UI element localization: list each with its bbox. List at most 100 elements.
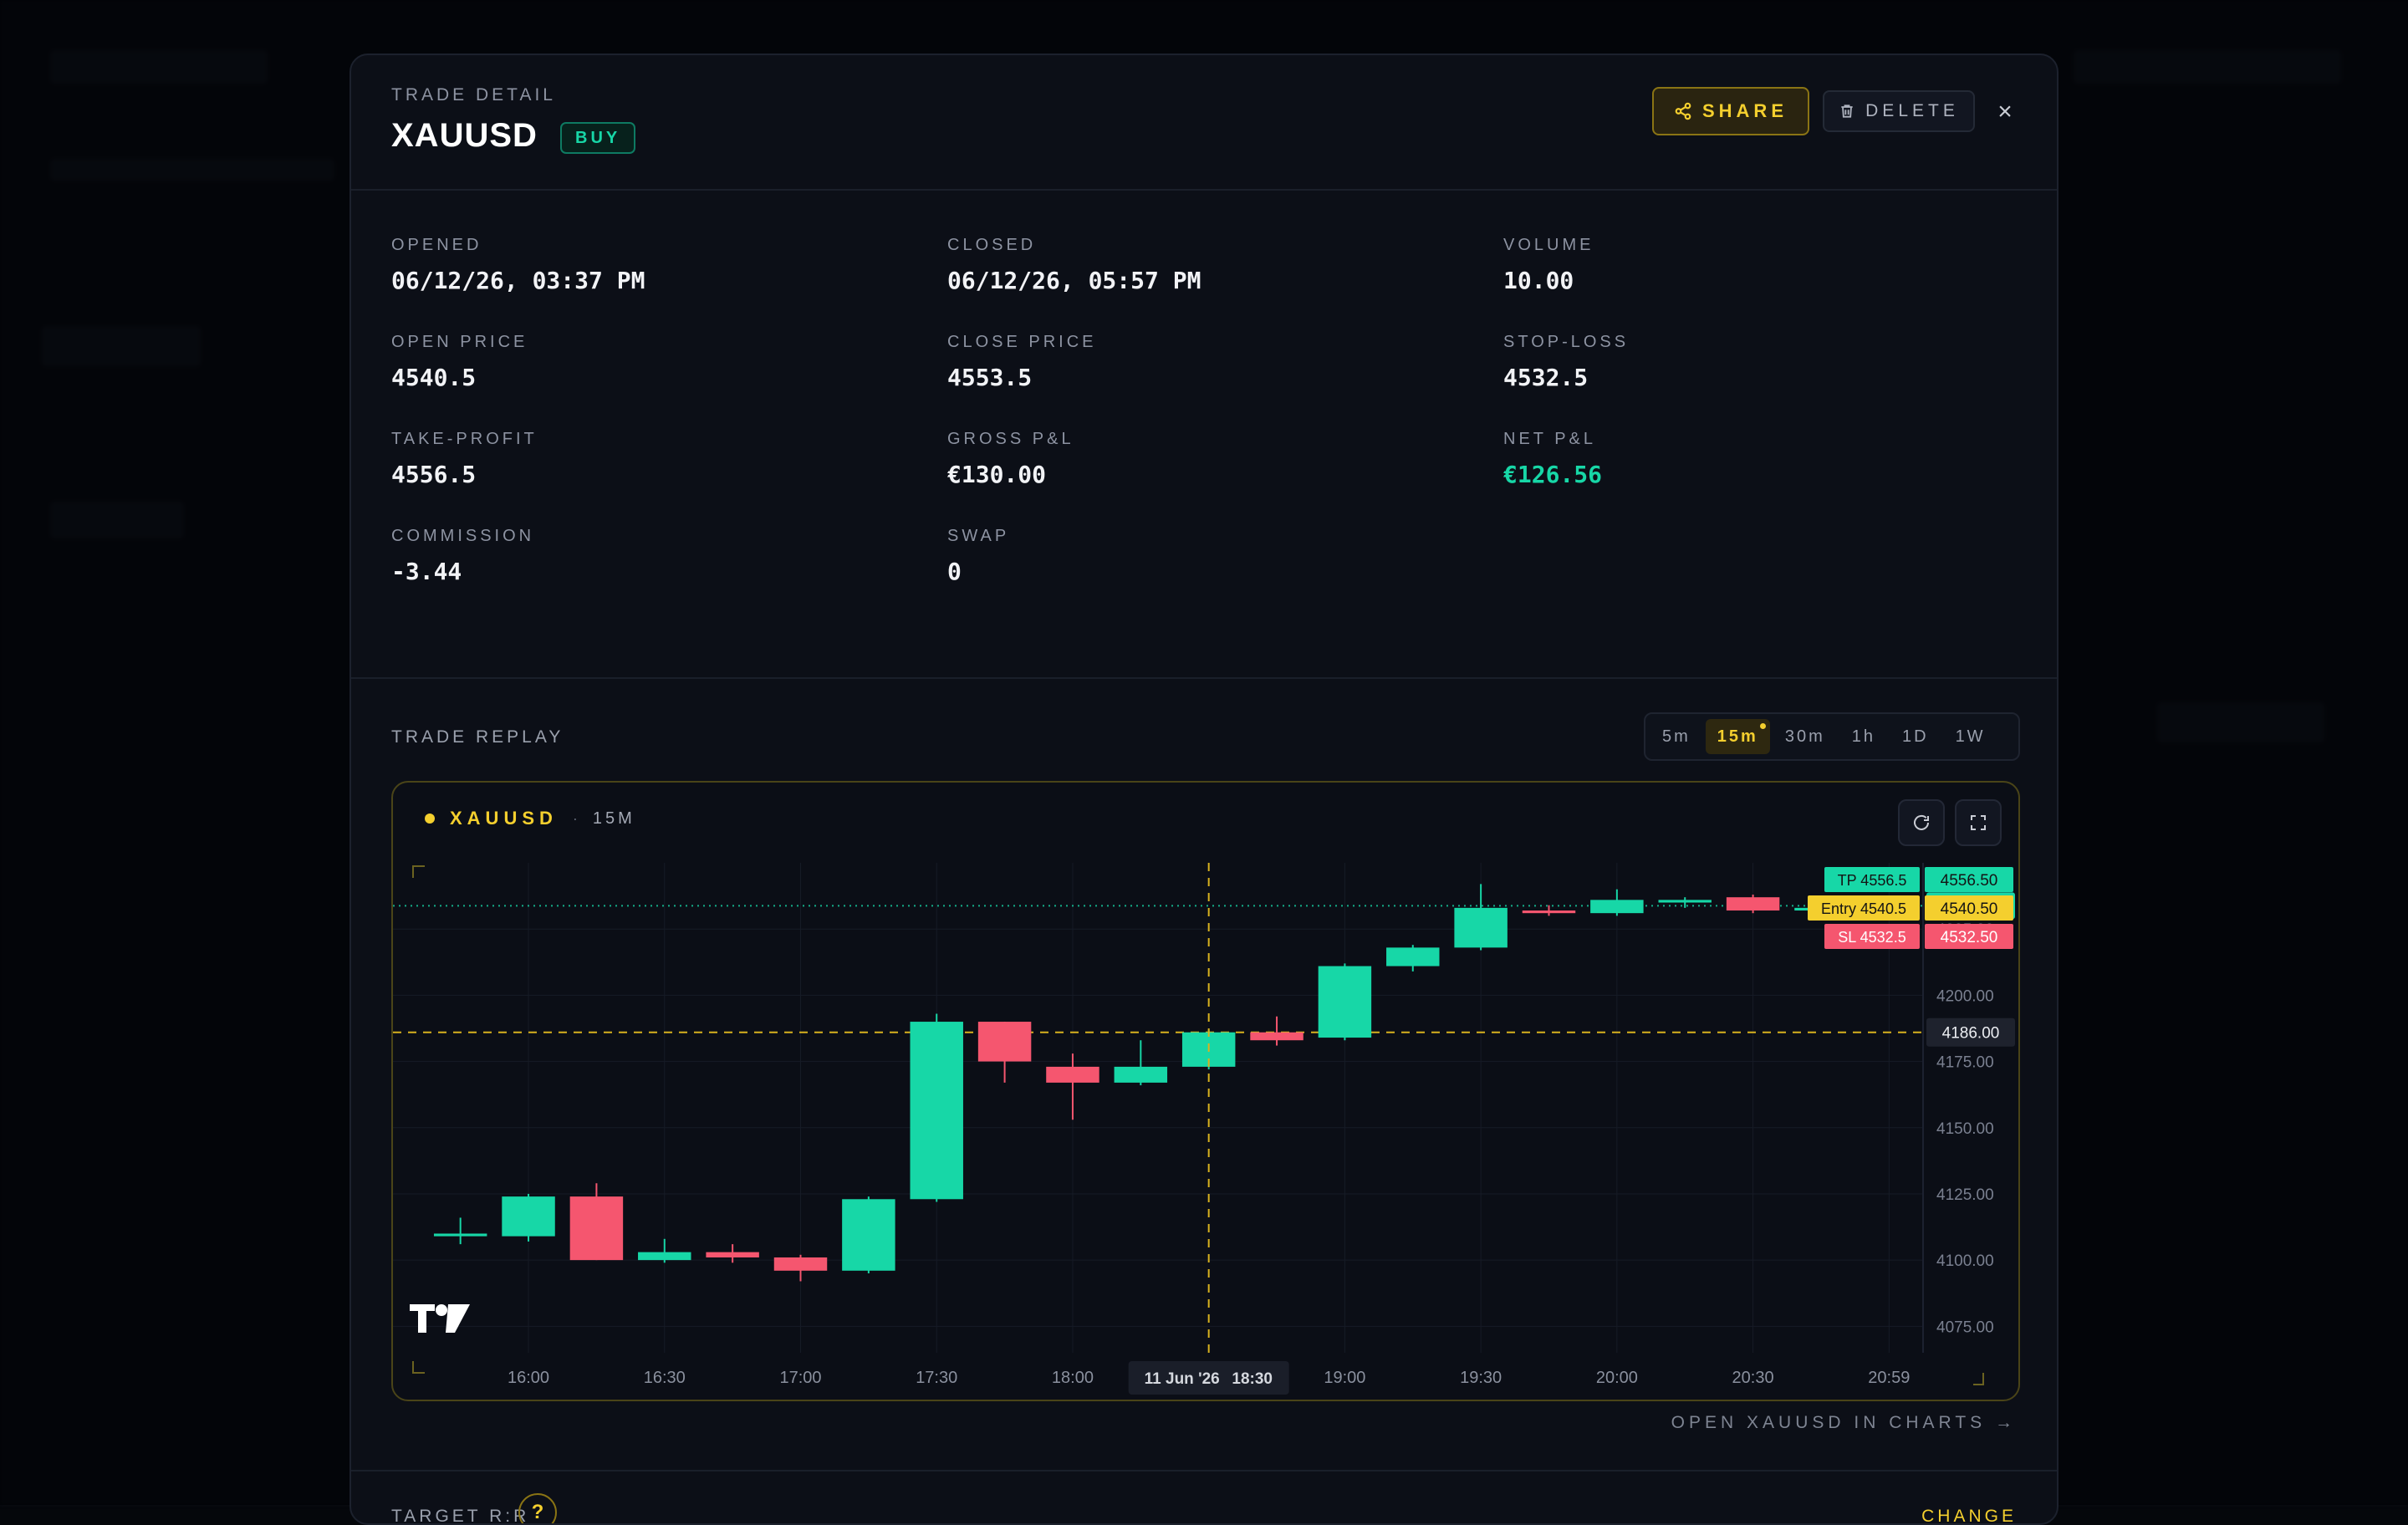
candle-body xyxy=(1454,907,1508,948)
trade-level-price-tag xyxy=(1925,895,2013,921)
symbol-dot-icon xyxy=(425,814,435,824)
corner-bl xyxy=(412,1361,425,1374)
stat-value: 10.00 xyxy=(1503,267,1574,294)
stat-item: TAKE-PROFIT 4556.5 xyxy=(391,430,893,488)
help-icon[interactable]: ? xyxy=(518,1493,557,1523)
stat-label: GROSS P&L xyxy=(947,430,1074,448)
candle-body xyxy=(773,1257,828,1271)
candle-body xyxy=(1318,966,1372,1038)
chart-timeframe: 15M xyxy=(592,808,635,828)
stat-value: €126.56 xyxy=(1503,461,1603,488)
crosshair-time-bg xyxy=(1128,1361,1289,1395)
timeframe-1d[interactable]: 1D xyxy=(1901,727,1929,746)
stat-item: CLOSE PRICE 4553.5 xyxy=(947,333,1449,391)
stat-item: STOP-LOSS 4532.5 xyxy=(1503,333,2005,391)
stat-item: OPEN PRICE 4540.5 xyxy=(391,333,893,391)
corner-br xyxy=(1973,1373,1984,1385)
stat-value: 06/12/26, 03:37 PM xyxy=(391,267,645,294)
timeframe-5m[interactable]: 5m xyxy=(1662,727,1691,746)
delete-label: DELETE xyxy=(1865,101,1959,120)
x-tick-label: 17:30 xyxy=(916,1369,957,1387)
y-tick-label: 4175.00 xyxy=(1936,1054,1994,1072)
x-tick-label: 20:59 xyxy=(1868,1369,1910,1387)
stat-label: STOP-LOSS xyxy=(1503,333,1630,351)
tradingview-logo-icon xyxy=(410,1304,470,1333)
chart-header: XAUUSD · 15M xyxy=(425,808,635,829)
reset-chart-button[interactable] xyxy=(1898,799,1945,846)
trade-level-name: TP 4556.5 xyxy=(1838,872,1907,889)
trade-level-price-tag xyxy=(1925,867,2013,892)
stat-label: COMMISSION xyxy=(391,527,535,545)
delete-button[interactable]: DELETE xyxy=(1823,90,1975,132)
y-tick-label: 4075.00 xyxy=(1936,1318,1994,1336)
candle-body xyxy=(1522,910,1576,914)
trade-symbol: XAUUSD xyxy=(391,117,538,154)
stat-value: 4532.5 xyxy=(1503,364,1589,391)
stat-item: OPENED 06/12/26, 03:37 PM xyxy=(391,236,893,294)
stat-item: COMMISSION -3.44 xyxy=(391,527,893,585)
stat-item: VOLUME 10.00 xyxy=(1503,236,2005,294)
x-tick-label: 17:00 xyxy=(779,1369,821,1387)
share-icon xyxy=(1675,102,1691,120)
trash-icon xyxy=(1841,105,1853,118)
crosshair-price-bg xyxy=(1926,1018,2015,1047)
stat-label: TAKE-PROFIT xyxy=(391,430,538,448)
stat-value: 4540.5 xyxy=(391,364,477,391)
share-label: SHARE xyxy=(1701,100,1788,121)
stat-item: GROSS P&L €130.00 xyxy=(947,430,1449,488)
trade-level-price: 4540.50 xyxy=(1941,900,1998,918)
candlestick-chart[interactable]: 4225.004200.004175.004150.004125.004100.… xyxy=(393,863,2018,1398)
open-in-charts-link[interactable]: OPEN XAUUSD IN CHARTS → xyxy=(1671,1413,2017,1432)
x-tick-label: 19:30 xyxy=(1460,1369,1502,1387)
trade-level-price: 4556.50 xyxy=(1941,872,1998,890)
replay-chart[interactable]: XAUUSD · 15M 4225.004200.004175.004150.0… xyxy=(391,781,2020,1401)
candle-body xyxy=(433,1233,487,1237)
replay-title: TRADE REPLAY xyxy=(391,727,564,747)
candle-body xyxy=(502,1196,555,1237)
stat-item: CLOSED 06/12/26, 05:57 PM xyxy=(947,236,1449,294)
trade-replay-section: TRADE REPLAY 5m 15m 30m 1h 1D 1W XAUUSD · 15M… xyxy=(351,677,2057,1471)
candle-body xyxy=(977,1022,1032,1062)
trade-level-name-tag xyxy=(1824,924,1920,949)
y-tick-label: 4100.00 xyxy=(1936,1252,1994,1270)
stat-value: 4556.5 xyxy=(391,461,477,488)
trade-detail-modal: TRADE DETAIL XAUUSD BUY SHARE DELETE × O… xyxy=(349,54,2059,1525)
y-tick-label: 4200.00 xyxy=(1936,987,1994,1005)
candle-body xyxy=(706,1252,759,1257)
trade-level-name: Entry 4540.5 xyxy=(1821,900,1906,917)
candle-body xyxy=(1590,900,1644,914)
stat-item: NET P&L €126.56 xyxy=(1503,430,2005,488)
timeframe-selector: 5m 15m 30m 1h 1D 1W xyxy=(1644,712,2020,761)
candle-body xyxy=(1250,1032,1303,1041)
candle-body xyxy=(1114,1066,1168,1083)
candle-body xyxy=(1046,1066,1099,1083)
trade-level-name-tag xyxy=(1824,867,1920,892)
change-rr-button[interactable]: CHANGE xyxy=(1921,1507,2017,1525)
target-rr-title: TARGET R:R xyxy=(391,1507,530,1525)
candle-body xyxy=(569,1196,624,1261)
stat-label: NET P&L xyxy=(1503,430,1596,448)
trade-side-badge: BUY xyxy=(560,122,636,154)
target-rr-section: TARGET R:R ? CHANGE xyxy=(351,1470,2057,1525)
crosshair-date-label: 11 Jun '26 xyxy=(1145,1370,1220,1388)
stat-value: -3.44 xyxy=(391,558,462,585)
timeframe-30m[interactable]: 30m xyxy=(1784,727,1825,746)
stat-label: VOLUME xyxy=(1503,236,1594,254)
modal-eyebrow: TRADE DETAIL xyxy=(391,85,556,105)
chart-symbol: XAUUSD xyxy=(450,808,558,829)
candle-body xyxy=(1658,900,1712,903)
timeframe-1w[interactable]: 1W xyxy=(1955,727,1986,746)
stat-value: €130.00 xyxy=(947,461,1047,488)
corner-tl xyxy=(412,865,425,878)
close-icon[interactable]: × xyxy=(1997,98,2013,125)
share-button[interactable]: SHARE xyxy=(1652,87,1809,135)
stat-label: CLOSE PRICE xyxy=(947,333,1097,351)
chart-separator: · xyxy=(572,809,578,827)
stat-value: 06/12/26, 05:57 PM xyxy=(947,267,1201,294)
fullscreen-button[interactable] xyxy=(1955,799,2002,846)
candle-body xyxy=(638,1252,691,1261)
trade-level-price: 4532.50 xyxy=(1941,929,1998,946)
y-tick-label: 4150.00 xyxy=(1936,1120,1994,1138)
timeframe-1h[interactable]: 1h xyxy=(1851,727,1875,746)
timeframe-15m[interactable]: 15m xyxy=(1705,719,1770,754)
